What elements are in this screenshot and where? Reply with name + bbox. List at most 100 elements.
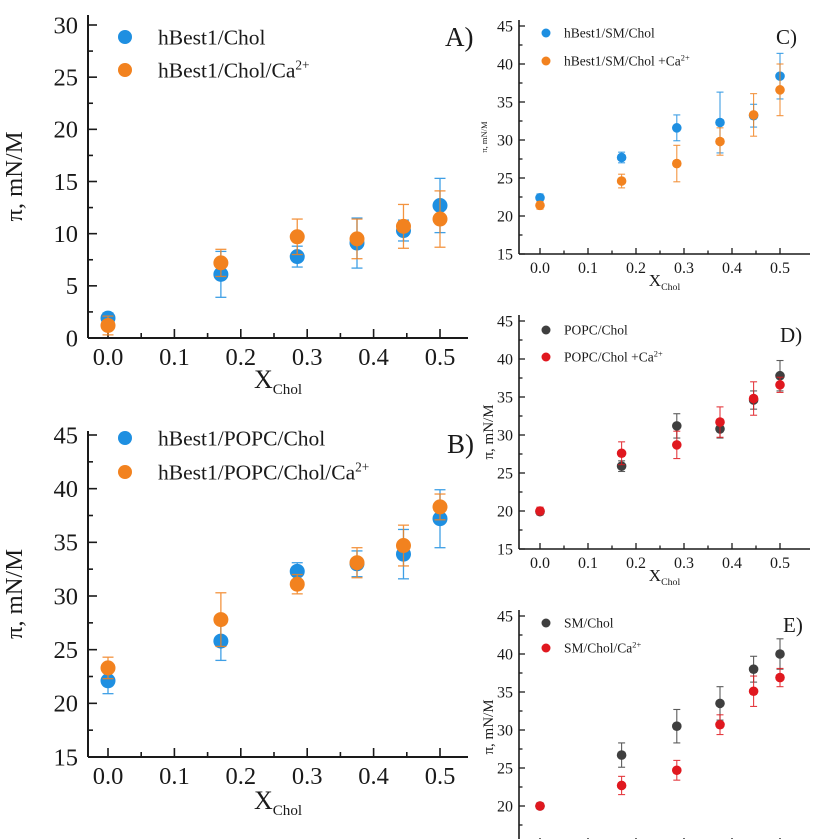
data-point (213, 612, 229, 628)
data-point (616, 780, 627, 791)
data-point (715, 117, 725, 128)
legend-item-0: SM/Chol (541, 616, 614, 631)
x-tick-label: 0.4 (722, 260, 742, 277)
x-tick-label: 0.3 (292, 763, 323, 790)
y-tick-label: 40 (497, 351, 513, 368)
x-tick-label: 0.5 (770, 555, 790, 572)
legend: hBest1/POPC/Chol hBest1/POPC/Chol/Ca2+ (118, 426, 369, 484)
legend-item-1: hBest1/Chol/Ca2+ (118, 57, 310, 82)
x-tick-label: 0.0 (93, 763, 124, 790)
x-axis-title: XChol (649, 271, 681, 293)
chart-svg: 0 5 10 15 20 25 30 0.0 0.1 0.2 0.3 0.4 0.5 hBest1/Cho… (1, 12, 474, 398)
data-point (535, 506, 545, 516)
y-tick-label: 45 (497, 313, 513, 330)
legend-item-1: POPC/Chol +Ca2+ (541, 350, 663, 365)
y-tick-label: 25 (54, 64, 79, 91)
data-point (535, 200, 545, 211)
legend: hBest1/SM/Chol hBest1/SM/Chol +Ca2+ (541, 26, 690, 69)
legend-marker (541, 643, 551, 653)
data-point (715, 719, 725, 730)
data-point (432, 211, 448, 227)
data-point (535, 801, 545, 811)
x-tick-label: 0.3 (674, 555, 694, 572)
axes (87, 15, 468, 339)
legend-marker (541, 352, 551, 362)
data-point (289, 229, 305, 245)
data-point (616, 750, 627, 760)
x-tick-label: 0.2 (225, 344, 256, 371)
x-tick-label: 0.0 (530, 555, 550, 572)
y-tick-label: 15 (497, 836, 513, 839)
y-axis-title: π, mN/M (1, 549, 28, 639)
x-tick-label: 0.4 (358, 344, 389, 371)
y-tick-label: 30 (497, 427, 513, 444)
data-point (535, 192, 545, 203)
legend-label: hBest1/SM/Chol (564, 26, 655, 41)
y-tick-label: 25 (497, 465, 513, 482)
y-tick-label: 35 (54, 530, 79, 557)
y-tick-label: 30 (54, 12, 79, 39)
y-tick-label: 25 (54, 637, 79, 664)
x-axis-title: XChol (254, 786, 302, 819)
series-0 (100, 489, 448, 695)
series-0 (535, 359, 785, 517)
x-axis-ticks: 0.0 0.1 0.2 0.3 0.4 0.5 (93, 329, 456, 371)
y-tick-label: 20 (497, 208, 513, 225)
axes (518, 20, 810, 255)
data-point (395, 538, 411, 554)
y-tick-label: 45 (497, 608, 513, 625)
panel-letter: D) (780, 323, 802, 347)
panel-letter: E) (783, 613, 803, 637)
axes (518, 315, 810, 550)
legend-item-1: SM/Chol/Ca2+ (541, 641, 641, 656)
y-axis-title: π, mN/M (481, 404, 497, 459)
series-0 (100, 177, 448, 326)
y-tick-label: 0 (66, 325, 78, 352)
legend-item-0: hBest1/Chol (118, 25, 266, 49)
x-tick-label: 0.1 (159, 763, 190, 790)
y-tick-label: 45 (54, 422, 79, 449)
y-tick-label: 20 (497, 503, 513, 520)
y-axis-ticks: 15 20 25 30 35 40 45 (497, 608, 525, 839)
data-point (616, 152, 627, 163)
legend: SM/Chol SM/Chol/Ca2+ (541, 616, 641, 656)
y-tick-label: 25 (497, 760, 513, 777)
legend-item-1: hBest1/SM/Chol +Ca2+ (541, 54, 690, 69)
data-point (100, 673, 116, 689)
data-point (672, 721, 682, 731)
y-axis-title: π, mN/M (480, 121, 489, 153)
x-tick-label: 0.4 (722, 555, 742, 572)
data-point (715, 417, 725, 427)
legend-marker (541, 56, 551, 66)
legend: hBest1/Chol hBest1/Chol/Ca2+ (118, 25, 310, 82)
y-tick-label: 30 (54, 583, 79, 610)
panel-c-chart: 15 20 25 30 35 40 45 0.0 0.1 0.2 0.3 0.4 0.5 hBest1/S… (480, 0, 826, 295)
data-point (289, 576, 305, 592)
data-point (349, 231, 365, 247)
data-point (213, 255, 229, 271)
y-axis-title: π, mN/M (481, 699, 497, 754)
panel-a-chart: 0 5 10 15 20 25 30 0.0 0.1 0.2 0.3 0.4 0.5 hBest1/Cho… (0, 0, 480, 405)
data-point (100, 317, 116, 333)
y-axis-ticks: 15 20 25 30 35 40 45 (497, 18, 525, 263)
x-tick-label: 0.1 (159, 344, 190, 371)
legend-marker (118, 465, 132, 479)
data-point (672, 421, 682, 431)
data-point (616, 461, 627, 471)
x-axis-title: XChol (254, 365, 302, 398)
panel-letter: B) (447, 429, 474, 459)
y-tick-label: 20 (54, 117, 79, 144)
y-tick-label: 25 (497, 170, 513, 187)
x-tick-label: 0.2 (626, 260, 646, 277)
data-point (349, 555, 365, 571)
chart-svg: 15 20 25 30 35 40 45 0.0 0.1 0.2 0.3 0.4 0.5 hBest1/P… (1, 422, 474, 819)
x-tick-label: 0.5 (425, 344, 456, 371)
y-tick-label: 40 (497, 646, 513, 663)
x-tick-label: 0.0 (530, 260, 550, 277)
y-axis-ticks: 15 20 25 30 35 40 45 (497, 313, 525, 558)
legend-label: SM/Chol/Ca2+ (564, 641, 641, 656)
y-tick-label: 20 (54, 691, 79, 718)
data-point (775, 649, 785, 659)
y-tick-label: 30 (497, 132, 513, 149)
